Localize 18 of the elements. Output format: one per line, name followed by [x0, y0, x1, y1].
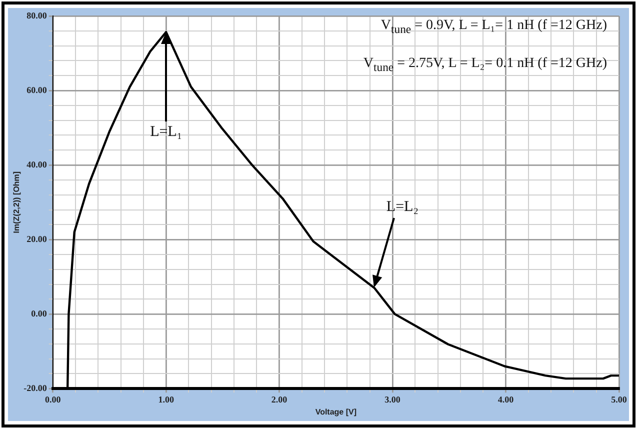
annotation: V$_{tune}$ = 2.75V, L = L₂= 0.1 nH (f =12 GHz): [363, 56, 607, 74]
y-axis-title: Im(Z(2,2)) [Ohm]: [12, 171, 22, 234]
y-tick-label: 20.00: [26, 234, 48, 244]
x-tick-label: 2.00: [271, 394, 288, 404]
x-tick-label: 3.00: [384, 394, 401, 404]
x-tick-label: 5.00: [611, 394, 628, 404]
x-tick-label: 0.00: [44, 394, 62, 404]
y-tick-label: 0.00: [31, 308, 48, 318]
y-tick-label: 80.00: [26, 10, 48, 20]
annotation: V$_{tune}$ = 0.9V, L = L₁= 1 nH (f =12 GHz): [380, 18, 607, 36]
x-tick-label: 4.00: [498, 394, 514, 404]
y-tick-label: 40.00: [26, 159, 48, 170]
x-tick-label: 1.00: [158, 394, 174, 404]
y-tick-label: -20.00: [24, 382, 48, 393]
x-axis-title: Voltage [V]: [315, 407, 357, 416]
y-tick-label: 60.00: [26, 84, 48, 95]
annotation: L=L₂: [386, 199, 418, 216]
annotation: L=L₁: [150, 124, 182, 141]
